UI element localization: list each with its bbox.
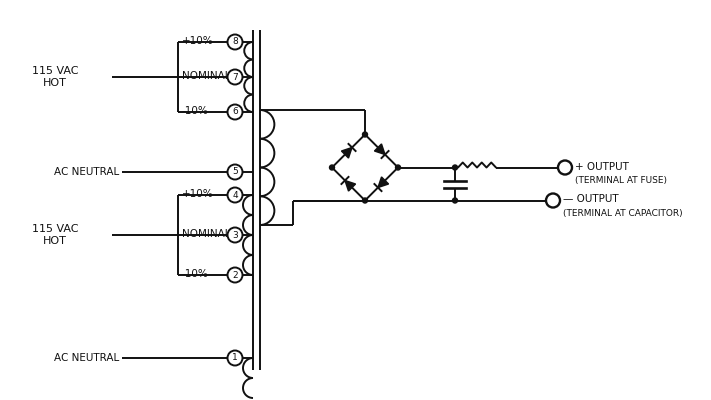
Circle shape (363, 198, 368, 203)
Text: — OUTPUT: — OUTPUT (563, 194, 619, 204)
Text: 6: 6 (232, 108, 238, 116)
Text: NOMINAL: NOMINAL (182, 71, 230, 81)
Text: AC NEUTRAL: AC NEUTRAL (54, 353, 119, 363)
Text: 115 VAC
HOT: 115 VAC HOT (32, 66, 78, 88)
Circle shape (395, 165, 400, 170)
Polygon shape (341, 148, 352, 158)
Circle shape (452, 198, 457, 203)
Text: (TERMINAL AT CAPACITOR): (TERMINAL AT CAPACITOR) (563, 209, 683, 218)
Text: + OUTPUT: + OUTPUT (575, 162, 629, 172)
Polygon shape (378, 177, 389, 188)
Text: 5: 5 (232, 168, 238, 176)
Circle shape (546, 194, 560, 208)
Circle shape (558, 160, 572, 174)
Text: 3: 3 (232, 230, 238, 240)
Text: AC NEUTRAL: AC NEUTRAL (54, 167, 119, 177)
Circle shape (228, 70, 242, 84)
Circle shape (228, 350, 242, 366)
Text: +10%: +10% (182, 189, 213, 199)
Circle shape (452, 165, 457, 170)
Text: 8: 8 (232, 38, 238, 46)
Circle shape (228, 228, 242, 242)
Text: 4: 4 (232, 190, 237, 200)
Text: -10%: -10% (182, 269, 209, 279)
Circle shape (329, 165, 334, 170)
Text: 1: 1 (232, 354, 238, 362)
Text: +10%: +10% (182, 36, 213, 46)
Circle shape (363, 132, 368, 137)
Circle shape (228, 164, 242, 180)
Circle shape (228, 268, 242, 282)
Text: 7: 7 (232, 72, 238, 82)
Circle shape (228, 104, 242, 120)
Circle shape (228, 34, 242, 50)
Text: 2: 2 (232, 270, 237, 280)
Polygon shape (375, 144, 385, 154)
Text: 115 VAC
HOT: 115 VAC HOT (32, 224, 78, 246)
Text: -10%: -10% (182, 106, 209, 116)
Polygon shape (345, 180, 356, 191)
Text: (TERMINAL AT FUSE): (TERMINAL AT FUSE) (575, 176, 667, 185)
Text: NOMINAL: NOMINAL (182, 229, 230, 239)
Circle shape (228, 188, 242, 202)
